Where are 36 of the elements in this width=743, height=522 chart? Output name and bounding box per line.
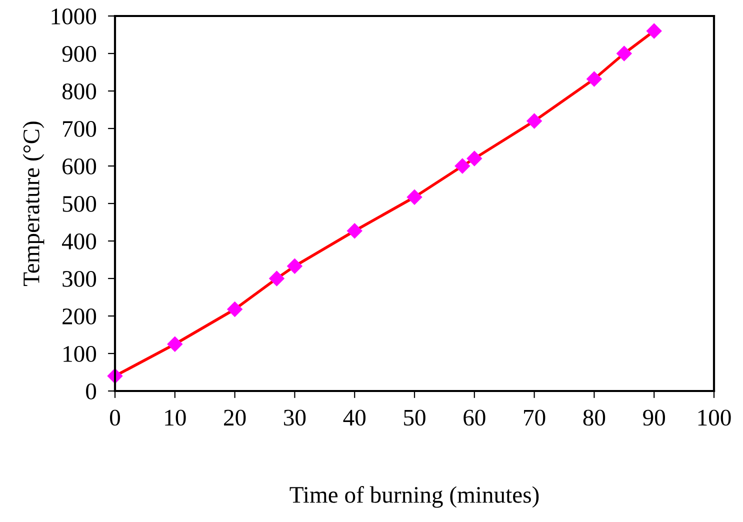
y-tick-label: 900	[62, 46, 96, 62]
y-tick-label: 100	[64, 346, 96, 362]
x-tick-label: 30	[284, 410, 306, 426]
point	[406, 190, 422, 205]
y-tick-label: 800	[62, 83, 96, 100]
point	[167, 336, 182, 352]
x-tick-label: 90	[643, 410, 666, 426]
y-tick-label: 1000	[52, 8, 96, 24]
x-tick-label: 20	[224, 410, 246, 426]
y-tick-label: 600	[62, 158, 96, 174]
x-tick-label: 60	[464, 410, 486, 426]
point	[526, 113, 542, 129]
y-tick-label: 300	[62, 270, 96, 287]
point	[616, 46, 632, 62]
x-axis-title: Time of burning (minutes)	[290, 486, 539, 508]
x-tick-label: 50	[404, 410, 426, 426]
x-tick-label: 0	[110, 410, 120, 426]
point	[454, 158, 470, 174]
y-tick-label: 400	[62, 233, 96, 250]
point	[287, 258, 302, 274]
x-tick-label: 40	[343, 410, 366, 426]
point	[227, 302, 242, 317]
y-tick-label: 0	[86, 383, 96, 400]
point	[646, 23, 662, 39]
point	[347, 223, 362, 238]
x-tick-label: 80	[583, 410, 606, 426]
point	[586, 71, 602, 87]
y-tick-label: 200	[62, 308, 96, 324]
point	[466, 150, 482, 166]
y-tick-label: 700	[63, 120, 96, 137]
x-tick-label: 100	[698, 410, 731, 426]
x-tick-label: 70	[524, 410, 546, 426]
x-tick-label: 10	[165, 410, 186, 426]
y-tick-label: 500	[62, 196, 96, 212]
point	[269, 270, 284, 286]
y-axis-title: Temperature (°C)	[22, 122, 44, 286]
